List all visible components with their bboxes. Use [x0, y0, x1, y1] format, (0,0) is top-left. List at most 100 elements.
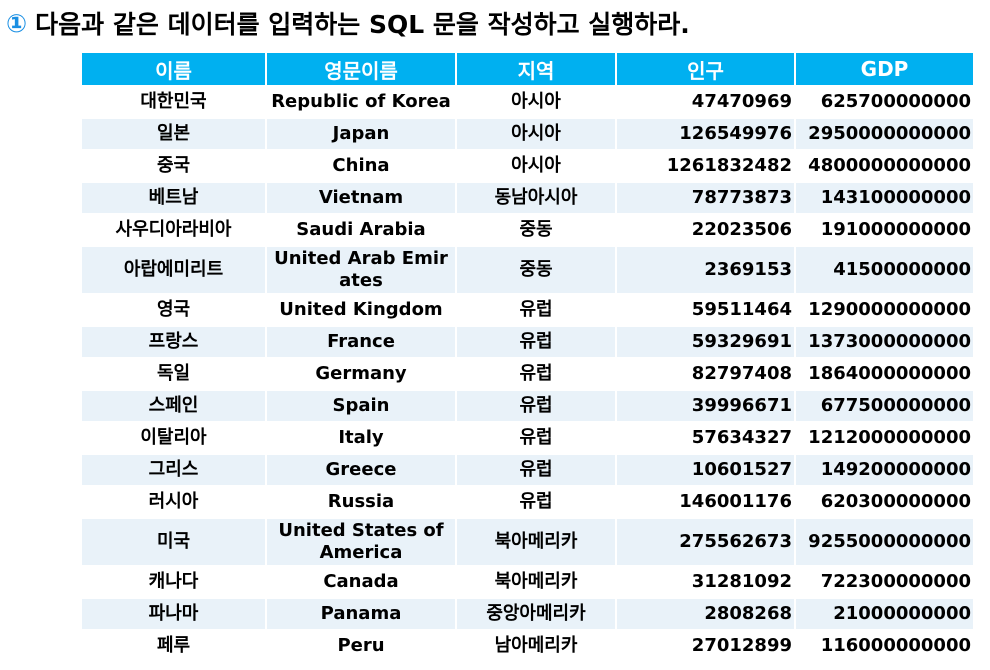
cell-region: 유럽: [456, 454, 617, 487]
table-row: 스페인 Spain 유럽 39996671 677500000000: [82, 390, 975, 423]
table-row: 영국 United Kingdom 유럽 59511464 1290000000000: [82, 294, 975, 327]
cell-name: 파나마: [82, 598, 267, 631]
cell-population: 78773873: [616, 182, 796, 215]
table-row: 캐나다 Canada 북아메리카 31281092 722300000000: [82, 566, 975, 599]
cell-gdp: 677500000000: [795, 390, 975, 423]
cell-gdp: 2950000000000: [795, 118, 975, 151]
table-row: 프랑스 France 유럽 59329691 1373000000000: [82, 326, 975, 359]
cell-name: 베트남: [82, 182, 267, 215]
cell-gdp: 1864000000000: [795, 358, 975, 391]
cell-name: 이탈리아: [82, 422, 267, 455]
cell-english-name: Republic of Korea: [266, 86, 457, 119]
cell-region: 아시아: [456, 118, 617, 151]
cell-english-name: Peru: [266, 630, 457, 663]
cell-english-name: France: [266, 326, 457, 359]
cell-region: 유럽: [456, 390, 617, 423]
cell-english-name: Germany: [266, 358, 457, 391]
cell-population: 31281092: [616, 566, 796, 599]
cell-name: 그리스: [82, 454, 267, 487]
cell-region: 중동: [456, 214, 617, 247]
cell-population: 275562673: [616, 518, 796, 567]
cell-name: 중국: [82, 150, 267, 183]
cell-name: 사우디아라비아: [82, 214, 267, 247]
cell-name: 영국: [82, 294, 267, 327]
cell-region: 북아메리카: [456, 518, 617, 567]
cell-region: 남아메리카: [456, 630, 617, 663]
cell-population: 57634327: [616, 422, 796, 455]
cell-name: 대한민국: [82, 86, 267, 119]
cell-population: 126549976: [616, 118, 796, 151]
cell-region: 아시아: [456, 150, 617, 183]
cell-english-name: Italy: [266, 422, 457, 455]
table-row: 러시아 Russia 유럽 146001176 620300000000: [82, 486, 975, 519]
cell-english-name: United Kingdom: [266, 294, 457, 327]
cell-gdp: 9255000000000: [795, 518, 975, 567]
cell-region: 유럽: [456, 326, 617, 359]
cell-population: 2808268: [616, 598, 796, 631]
cell-english-name: Russia: [266, 486, 457, 519]
cell-population: 59329691: [616, 326, 796, 359]
cell-name: 캐나다: [82, 566, 267, 599]
cell-gdp: 143100000000: [795, 182, 975, 215]
cell-region: 동남아시아: [456, 182, 617, 215]
table-row: 베트남 Vietnam 동남아시아 78773873 143100000000: [82, 182, 975, 215]
cell-gdp: 191000000000: [795, 214, 975, 247]
table-row: 이탈리아 Italy 유럽 57634327 1212000000000: [82, 422, 975, 455]
table-body: 대한민국 Republic of Korea 아시아 47470969 62570000…: [82, 86, 975, 663]
table-row: 아랍에미리트 United Arab Emirates 중동 2369153 41500…: [82, 246, 975, 295]
page-title: ① 다음과 같은 데이터를 입력하는 SQL 문을 작성하고 실행하라.: [6, 4, 690, 42]
cell-english-name: Japan: [266, 118, 457, 151]
cell-gdp: 149200000000: [795, 454, 975, 487]
table-row: 파나마 Panama 중앙아메리카 2808268 21000000000: [82, 598, 975, 631]
cell-population: 82797408: [616, 358, 796, 391]
cell-population: 39996671: [616, 390, 796, 423]
table-row: 대한민국 Republic of Korea 아시아 47470969 62570000…: [82, 86, 975, 119]
cell-region: 아시아: [456, 86, 617, 119]
cell-gdp: 21000000000: [795, 598, 975, 631]
header-english-name: 영문이름: [266, 53, 457, 87]
instruction-text: 다음과 같은 데이터를 입력하는 SQL 문을 작성하고 실행하라.: [35, 10, 690, 39]
cell-gdp: 4800000000000: [795, 150, 975, 183]
cell-population: 27012899: [616, 630, 796, 663]
table-row: 페루 Peru 남아메리카 27012899 116000000000: [82, 630, 975, 663]
cell-name: 스페인: [82, 390, 267, 423]
cell-english-name: Canada: [266, 566, 457, 599]
cell-region: 유럽: [456, 422, 617, 455]
cell-region: 유럽: [456, 294, 617, 327]
cell-english-name: Vietnam: [266, 182, 457, 215]
cell-english-name: United Arab Emirates: [266, 246, 457, 295]
table-row: 미국 United States of America 북아메리카 275562673…: [82, 518, 975, 567]
cell-gdp: 116000000000: [795, 630, 975, 663]
cell-name: 러시아: [82, 486, 267, 519]
cell-gdp: 1373000000000: [795, 326, 975, 359]
cell-region: 유럽: [456, 358, 617, 391]
cell-name: 미국: [82, 518, 267, 567]
cell-population: 146001176: [616, 486, 796, 519]
cell-region: 유럽: [456, 486, 617, 519]
cell-population: 2369153: [616, 246, 796, 295]
cell-name: 독일: [82, 358, 267, 391]
table-row: 독일 Germany 유럽 82797408 1864000000000: [82, 358, 975, 391]
cell-english-name: Saudi Arabia: [266, 214, 457, 247]
table-header-row: 이름 영문이름 지역 인구 GDP: [82, 53, 975, 87]
cell-gdp: 1212000000000: [795, 422, 975, 455]
cell-name: 프랑스: [82, 326, 267, 359]
cell-region: 중앙아메리카: [456, 598, 617, 631]
table-row: 일본 Japan 아시아 126549976 2950000000000: [82, 118, 975, 151]
cell-name: 일본: [82, 118, 267, 151]
cell-gdp: 41500000000: [795, 246, 975, 295]
cell-english-name: Greece: [266, 454, 457, 487]
cell-english-name: United States of America: [266, 518, 457, 567]
cell-name: 아랍에미리트: [82, 246, 267, 295]
step-number: ①: [6, 8, 28, 38]
header-region: 지역: [456, 53, 617, 87]
cell-region: 중동: [456, 246, 617, 295]
cell-gdp: 1290000000000: [795, 294, 975, 327]
cell-english-name: Spain: [266, 390, 457, 423]
table-row: 그리스 Greece 유럽 10601527 149200000000: [82, 454, 975, 487]
table-row: 중국 China 아시아 1261832482 4800000000000: [82, 150, 975, 183]
cell-population: 22023506: [616, 214, 796, 247]
cell-population: 10601527: [616, 454, 796, 487]
cell-gdp: 625700000000: [795, 86, 975, 119]
country-table: 이름 영문이름 지역 인구 GDP 대한민국 Republic of Korea 아…: [82, 53, 975, 663]
